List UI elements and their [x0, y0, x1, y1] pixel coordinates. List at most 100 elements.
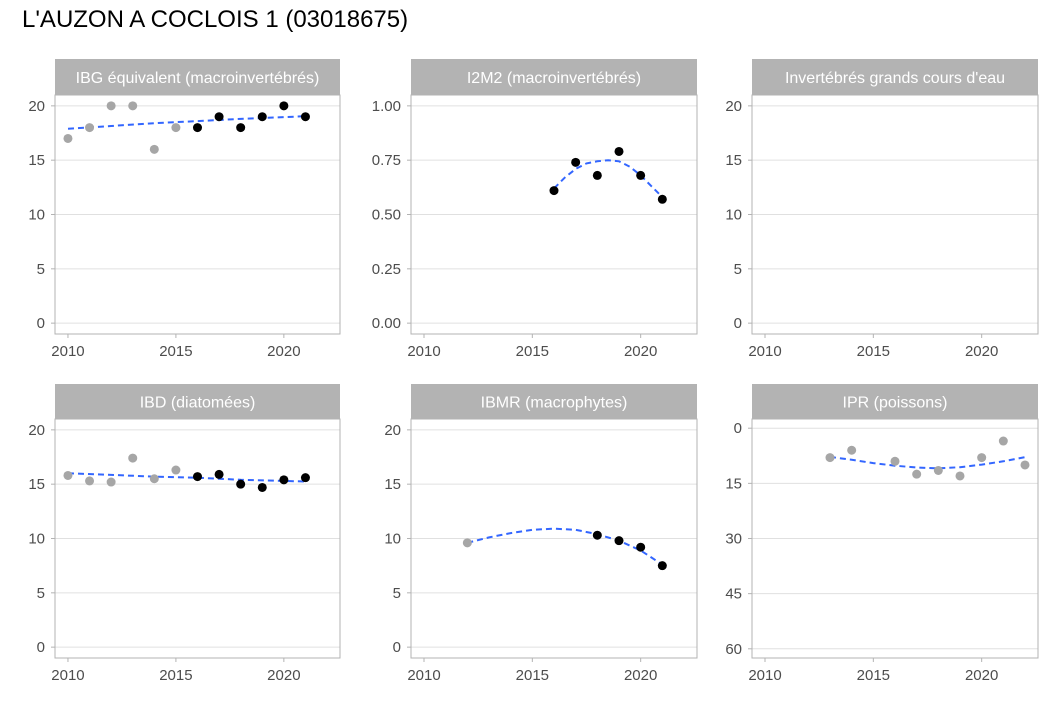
x-tick-label: 2010 — [407, 343, 440, 360]
panel-4: IBD (diatomées) 0 5 10 15 20 2010 2015 2020 — [28, 384, 341, 684]
data-point — [85, 123, 95, 133]
data-point — [171, 123, 181, 133]
trend-line — [67, 472, 306, 483]
y-tick-label: 5 — [37, 261, 45, 278]
data-point — [592, 170, 602, 180]
data-point — [128, 453, 138, 463]
y-tick-label: 20 — [28, 422, 45, 439]
data-point — [955, 471, 965, 481]
trend-line — [553, 159, 664, 198]
data-point — [193, 472, 202, 482]
x-tick-label: 2020 — [965, 343, 998, 360]
data-point — [236, 479, 246, 489]
y-tick-label: 15 — [725, 475, 742, 492]
x-tick-label: 2020 — [267, 343, 300, 360]
data-point — [1020, 460, 1030, 470]
data-point — [257, 112, 267, 122]
x-tick-label: 2010 — [748, 667, 781, 684]
data-point — [106, 477, 116, 487]
y-tick-label: 20 — [28, 98, 45, 115]
data-point — [657, 194, 667, 204]
y-tick-label: 15 — [28, 152, 45, 169]
data-point — [571, 157, 581, 167]
x-tick-label: 2020 — [624, 667, 657, 684]
y-tick-label: 0.25 — [372, 261, 401, 278]
y-tick-label: 20 — [384, 422, 401, 439]
y-tick-label: 5 — [37, 585, 45, 602]
data-point — [636, 170, 646, 180]
x-tick-label: 2020 — [624, 343, 657, 360]
x-tick-label: 2015 — [516, 667, 549, 684]
data-point — [998, 436, 1008, 446]
data-point — [614, 146, 624, 156]
panel-title: IPR (poissons) — [843, 395, 948, 412]
x-tick-label: 2010 — [51, 343, 84, 360]
y-tick-label: 45 — [725, 586, 742, 603]
x-tick-label: 2015 — [159, 667, 192, 684]
panel-strip — [411, 59, 697, 95]
panel-5: IBMR (macrophytes) 0 5 10 15 20 2010 2015 2020 — [384, 384, 698, 684]
y-tick-label: 30 — [725, 531, 742, 548]
y-tick-label: 20 — [725, 98, 742, 115]
y-tick-label: 0 — [37, 315, 45, 332]
x-tick-label: 2015 — [159, 343, 192, 360]
panel-title: IBMR (macrophytes) — [481, 395, 628, 412]
panel-title: IBD (diatomées) — [140, 395, 256, 412]
data-point — [128, 101, 138, 111]
y-tick-label: 15 — [28, 476, 45, 493]
panel-6: IPR (poissons) 0 15 30 45 60 2010 2015 2020 — [725, 384, 1039, 684]
data-point — [890, 456, 900, 466]
data-point — [549, 186, 559, 196]
data-point — [912, 469, 922, 479]
data-point — [63, 133, 73, 143]
panel-strip — [752, 384, 1038, 419]
x-tick-label: 2015 — [857, 343, 890, 360]
y-tick-label: 1.00 — [372, 98, 401, 115]
x-tick-label: 2010 — [51, 667, 84, 684]
data-point — [300, 473, 310, 483]
data-point — [279, 101, 289, 111]
data-point — [847, 445, 857, 455]
data-point — [214, 112, 224, 122]
y-tick-label: 0.50 — [372, 207, 401, 224]
y-tick-label: 0 — [734, 315, 742, 332]
data-point — [149, 474, 159, 484]
y-tick-label: 10 — [28, 531, 45, 548]
x-tick-label: 2020 — [965, 667, 998, 684]
x-tick-label: 2010 — [748, 343, 781, 360]
x-tick-label: 2020 — [267, 667, 300, 684]
data-point — [462, 538, 472, 548]
figure-title: L'AUZON A COCLOIS 1 (03018675) — [22, 6, 409, 33]
trend-line — [829, 455, 1026, 470]
y-tick-label: 60 — [725, 641, 742, 658]
panel-2: I2M2 (macroinvertébrés) 0.00 0.25 0.50 0.75 1… — [372, 59, 698, 360]
y-tick-label: 0 — [37, 639, 45, 656]
y-tick-label: 10 — [28, 207, 45, 224]
y-tick-label: 10 — [725, 207, 742, 224]
data-point — [85, 476, 95, 486]
data-point — [236, 123, 246, 133]
panel-3: Invertébrés grands cours d'eau0510152020… — [725, 59, 1039, 360]
data-point — [106, 101, 116, 111]
y-tick-label: 5 — [734, 261, 742, 278]
x-tick-label: 2010 — [407, 667, 440, 684]
x-tick-label: 2015 — [516, 343, 549, 360]
data-point — [279, 475, 289, 485]
y-tick-label: 0.00 — [372, 315, 401, 332]
y-tick-label: 5 — [393, 585, 401, 602]
data-point — [977, 453, 987, 463]
y-tick-label: 0.75 — [372, 152, 401, 169]
data-point — [300, 112, 310, 122]
data-point — [257, 482, 267, 492]
panel-title: I2M2 (macroinvertébrés) — [467, 70, 641, 87]
y-tick-label: 0 — [734, 420, 742, 437]
panel-strip — [411, 384, 697, 419]
data-point — [592, 530, 602, 540]
y-tick-label: 10 — [384, 531, 401, 548]
panel-strip — [752, 59, 1038, 95]
panel-title: Invertébrés grands cours d'eau — [785, 70, 1005, 87]
trend-line — [67, 115, 306, 130]
panel-strip — [55, 59, 340, 95]
